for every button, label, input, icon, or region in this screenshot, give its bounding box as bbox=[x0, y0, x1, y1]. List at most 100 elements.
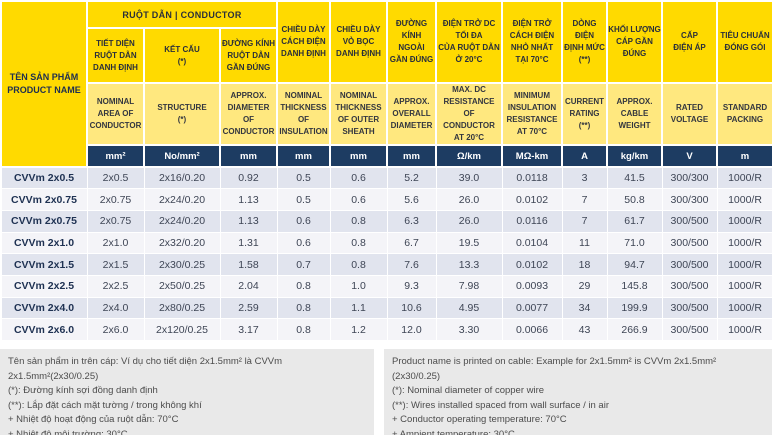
value-cell: 2x1.0 bbox=[86, 231, 145, 255]
value-cell: 7 bbox=[561, 188, 608, 211]
value-cell: 34 bbox=[561, 296, 608, 320]
value-cell: 0.0077 bbox=[501, 296, 563, 320]
value-cell: 71.0 bbox=[606, 231, 663, 255]
value-cell: 10.6 bbox=[386, 296, 437, 320]
value-cell: 0.8 bbox=[276, 296, 331, 320]
value-cell: 1.13 bbox=[219, 188, 278, 211]
unit-overall-diameter: mm bbox=[386, 144, 437, 168]
product-name-cell: CVVm 2x0.75 bbox=[0, 188, 88, 211]
header-en-dc-resistance: MAX. DC RESISTANCE OF CONDUCTOR AT 20°C bbox=[435, 82, 503, 146]
value-cell: 300/300 bbox=[661, 166, 718, 190]
value-cell: 0.6 bbox=[329, 188, 388, 211]
value-cell: 0.92 bbox=[219, 166, 278, 190]
value-cell: 3 bbox=[561, 166, 608, 190]
note-line: (*): Đường kính sợi đồng danh định bbox=[8, 385, 158, 397]
value-cell: 39.0 bbox=[435, 166, 503, 190]
value-cell: 0.7 bbox=[276, 253, 331, 276]
table-row: CVVm 2x0.75 2x0.75 2x24/0.20 1.13 0.5 0.6 5.6 2… bbox=[0, 188, 772, 211]
value-cell: 2x6.0 bbox=[86, 318, 145, 341]
value-cell: 199.9 bbox=[606, 296, 663, 320]
note-line: (**): Lắp đặt cách mặt tường / trong khô… bbox=[8, 399, 202, 411]
value-cell: 5.6 bbox=[386, 188, 437, 211]
value-cell: 19.5 bbox=[435, 231, 503, 255]
value-cell: 3.17 bbox=[219, 318, 278, 341]
table-row: CVVm 2x4.0 2x4.0 2x80/0.25 2.59 0.8 1.1 10.6 4.… bbox=[0, 296, 772, 320]
header-en-standard-packing: STANDARD PACKING bbox=[716, 82, 772, 146]
value-cell: 1.31 bbox=[219, 231, 278, 255]
value-cell: 2.04 bbox=[219, 274, 278, 298]
value-cell: 0.8 bbox=[329, 253, 388, 276]
value-cell: 300/500 bbox=[661, 209, 718, 233]
header-en-overall-diameter: APPROX. OVERALL DIAMETER bbox=[386, 82, 437, 146]
header-en-current-rating: CURRENT RATING (**) bbox=[561, 82, 608, 146]
table-row: CVVm 2x1.5 2x1.5 2x30/0.25 1.58 0.7 0.8 7.6 13.… bbox=[0, 253, 772, 276]
value-cell: 18 bbox=[561, 253, 608, 276]
value-cell: 1000/R bbox=[716, 274, 772, 298]
product-name-cell: CVVm 2x0.5 bbox=[0, 166, 88, 190]
note-line: + Ampient temperature: 30°C bbox=[392, 428, 515, 435]
table-row: CVVm 2x0.5 2x0.5 2x16/0.20 0.92 0.5 0.6 5.2 39.… bbox=[0, 166, 772, 190]
product-name-cell: CVVm 2x0.75 bbox=[0, 209, 88, 233]
value-cell: 7.98 bbox=[435, 274, 503, 298]
value-cell: 94.7 bbox=[606, 253, 663, 276]
value-cell: 6.7 bbox=[386, 231, 437, 255]
note-line: Product name is printed on cable: Exampl… bbox=[392, 356, 717, 382]
product-name-header: TÊN SẢN PHẨM PRODUCT NAME bbox=[0, 0, 88, 168]
header-vi-current-rating: DÒNG ĐIỆN ĐỊNH MỨC (**) bbox=[561, 0, 608, 84]
value-cell: 145.8 bbox=[606, 274, 663, 298]
value-cell: 2x0.75 bbox=[86, 188, 145, 211]
header-vi-dc-resistance: ĐIỆN TRỞ DC TỐI ĐA CỦA RUỘT DẪN Ở 20°C bbox=[435, 0, 503, 84]
value-cell: 1.0 bbox=[329, 274, 388, 298]
value-cell: 0.8 bbox=[276, 274, 331, 298]
value-cell: 3.30 bbox=[435, 318, 503, 341]
header-vi-nominal-area: TIẾT DIỆN RUỘT DẪN DANH ĐỊNH bbox=[86, 27, 145, 84]
value-cell: 300/500 bbox=[661, 231, 718, 255]
footnotes-english: Product name is printed on cable: Exampl… bbox=[384, 349, 772, 435]
value-cell: 300/300 bbox=[661, 188, 718, 211]
value-cell: 1.58 bbox=[219, 253, 278, 276]
value-cell: 1.2 bbox=[329, 318, 388, 341]
unit-sheath-thickness: mm bbox=[329, 144, 388, 168]
value-cell: 1000/R bbox=[716, 188, 772, 211]
value-cell: 43 bbox=[561, 318, 608, 341]
unit-standard-packing: m bbox=[716, 144, 772, 168]
value-cell: 26.0 bbox=[435, 188, 503, 211]
note-line: (**): Wires installed spaced from wall s… bbox=[392, 399, 609, 411]
header-en-sheath-thickness: NOMINAL THICKNESS OF OUTER SHEATH bbox=[329, 82, 388, 146]
value-cell: 2x24/0.20 bbox=[143, 188, 221, 211]
value-cell: 266.9 bbox=[606, 318, 663, 341]
value-cell: 300/500 bbox=[661, 274, 718, 298]
unit-insulation-resistance: MΩ-km bbox=[501, 144, 563, 168]
table-row: CVVm 2x0.75 2x0.75 2x24/0.20 1.13 0.6 0.8 6.3 2… bbox=[0, 209, 772, 233]
value-cell: 2x0.5 bbox=[86, 166, 145, 190]
value-cell: 0.8 bbox=[329, 231, 388, 255]
value-cell: 5.2 bbox=[386, 166, 437, 190]
note-line: + Nhiệt độ môi trường: 30°C bbox=[8, 428, 128, 435]
header-en-insulation-resistance: MINIMUM INSULATION RESISTANCE AT 70°C bbox=[501, 82, 563, 146]
product-name-header-en: PRODUCT NAME bbox=[7, 85, 81, 95]
value-cell: 0.5 bbox=[276, 166, 331, 190]
value-cell: 0.6 bbox=[276, 231, 331, 255]
table-row: CVVm 2x6.0 2x6.0 2x120/0.25 3.17 0.8 1.2 12.0 3… bbox=[0, 318, 772, 341]
header-en-cable-weight: APPROX. CABLE WEIGHT bbox=[606, 82, 663, 146]
value-cell: 2x30/0.25 bbox=[143, 253, 221, 276]
value-cell: 13.3 bbox=[435, 253, 503, 276]
value-cell: 0.8 bbox=[329, 209, 388, 233]
header-vi-overall-diameter: ĐƯỜNG KÍNH NGOÀI GẦN ĐÚNG bbox=[386, 0, 437, 84]
value-cell: 1000/R bbox=[716, 231, 772, 255]
value-cell: 6.3 bbox=[386, 209, 437, 233]
value-cell: 0.6 bbox=[329, 166, 388, 190]
header-vi-cable-weight: KHỐI LƯỢNG CÁP GẦN ĐÚNG bbox=[606, 0, 663, 84]
value-cell: 61.7 bbox=[606, 209, 663, 233]
product-name-cell: CVVm 2x1.0 bbox=[0, 231, 88, 255]
value-cell: 1000/R bbox=[716, 253, 772, 276]
value-cell: 2x32/0.20 bbox=[143, 231, 221, 255]
value-cell: 12.0 bbox=[386, 318, 437, 341]
header-vi-insulation-resistance: ĐIỆN TRỞ CÁCH ĐIỆN NHỎ NHẤT TẠI 70°C bbox=[501, 0, 563, 84]
header-vi-rated-voltage: CẤP ĐIỆN ÁP bbox=[661, 0, 718, 84]
value-cell: 1.1 bbox=[329, 296, 388, 320]
product-name-cell: CVVm 2x2.5 bbox=[0, 274, 88, 298]
header-en-nominal-area: NOMINAL AREA OF CONDUCTOR bbox=[86, 82, 145, 146]
value-cell: 0.0102 bbox=[501, 253, 563, 276]
header-vi-conductor-diameter: ĐƯỜNG KÍNH RUỘT DẪN GẦN ĐÚNG bbox=[219, 27, 278, 84]
